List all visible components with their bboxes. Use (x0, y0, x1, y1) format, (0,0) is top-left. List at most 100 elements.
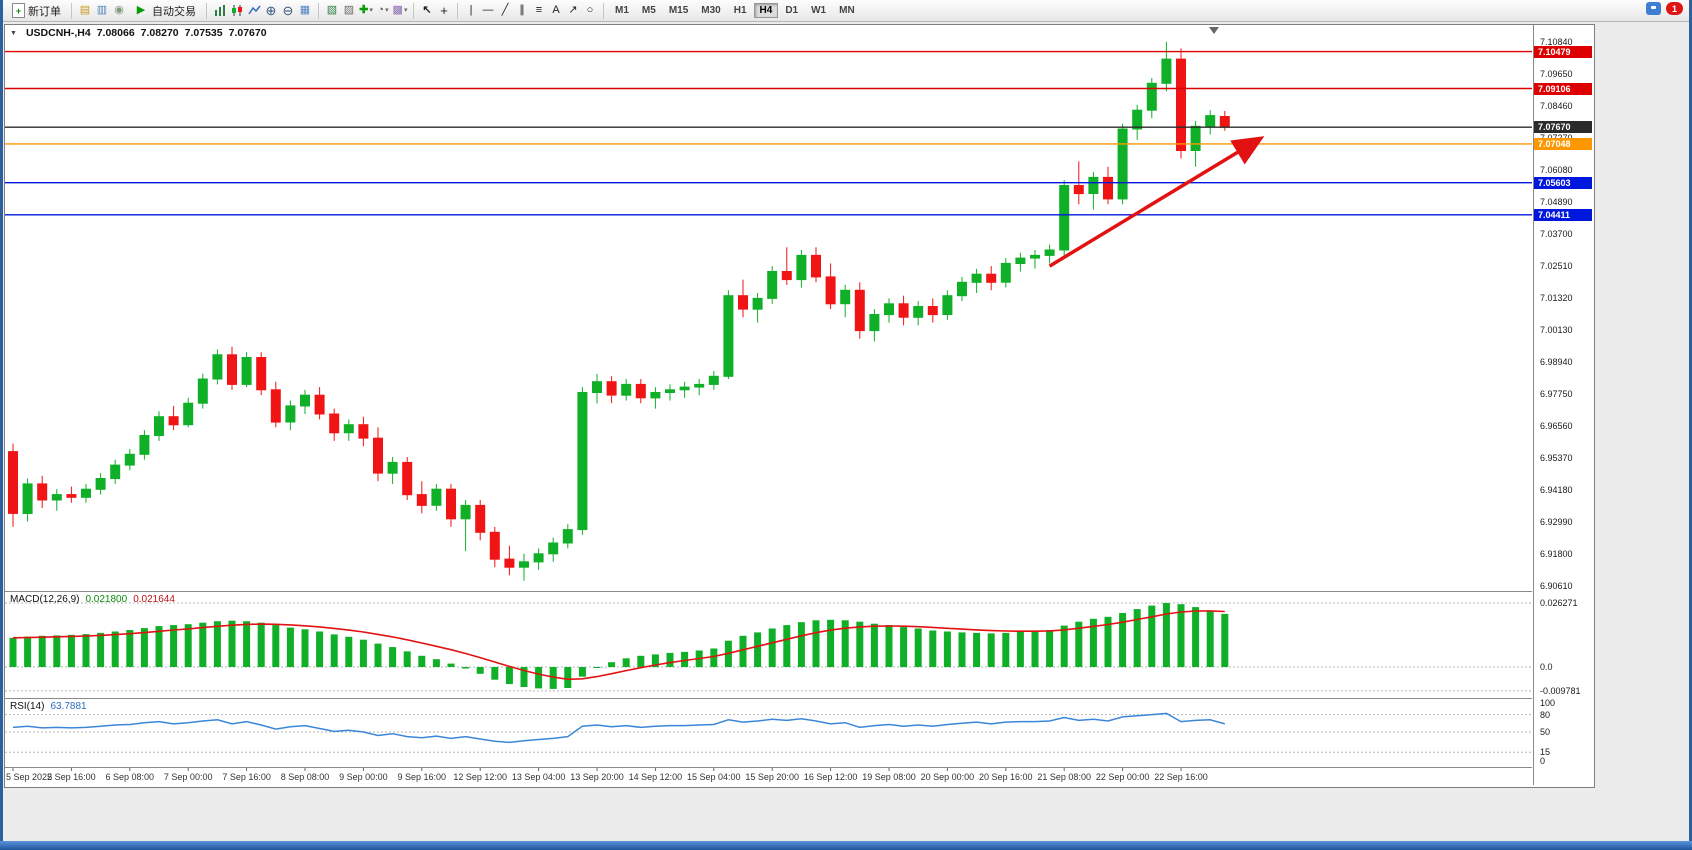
support-line-upper-tag[interactable]: 7.05603 (1534, 176, 1592, 189)
rsi-scale-tick: 50 (1540, 727, 1551, 737)
candle (957, 276, 967, 302)
channel-icon[interactable]: ∥ (519, 4, 525, 16)
data-window-icon[interactable]: ▥ (96, 4, 108, 16)
chart-shift-marker[interactable] (1209, 27, 1219, 34)
macd-histogram-bar (885, 625, 893, 667)
pane-separator[interactable] (5, 591, 1532, 592)
vertical-line-icon[interactable]: | (469, 4, 473, 16)
new-order-label: 新订单 (28, 5, 61, 18)
candle (1059, 180, 1070, 256)
zoom-out-icon[interactable]: ⊖ (282, 3, 294, 18)
crosshair-icon[interactable]: + (440, 3, 448, 18)
candle (1205, 110, 1216, 135)
candle (1030, 250, 1040, 269)
horizontal-line-icon[interactable]: — (482, 4, 494, 16)
macd-histogram-bar (666, 652, 674, 667)
cursor-icon[interactable]: ↖ (422, 4, 432, 16)
shapes-tool-icon[interactable]: ○ (586, 4, 594, 16)
timeframe-d1[interactable]: D1 (785, 5, 799, 16)
timeframe-mn[interactable]: MN (839, 5, 855, 16)
trendline-icon[interactable]: ╱ (501, 4, 509, 16)
candle (314, 387, 325, 420)
macd-histogram-bar (199, 622, 207, 667)
macd-name: MACD(12,26,9) (10, 594, 80, 605)
macd-histogram-bar (535, 667, 543, 689)
current-price-line-tag[interactable]: 7.07670 (1534, 121, 1592, 134)
time-label: 13 Sep 20:00 (570, 772, 624, 782)
candle (1044, 244, 1055, 264)
time-axis[interactable]: 5 Sep 2022 5 Sep 16:00 6 Sep 08:00 7 Sep 00… (5, 768, 1532, 785)
time-label: 19 Sep 08:00 (862, 772, 916, 782)
macd-chart[interactable] (5, 592, 1532, 698)
time-label: 15 Sep 20:00 (745, 772, 799, 782)
candle (1176, 48, 1186, 159)
support-line-lower-tag[interactable]: 7.04411 (1534, 208, 1592, 221)
one-click-trading-toggle[interactable]: ▼ (10, 29, 17, 37)
candlestick-chart-icon[interactable] (229, 3, 245, 18)
candle (650, 387, 661, 409)
text-tool-icon[interactable]: A (552, 4, 560, 16)
refresh-icon[interactable]: ◉ (114, 4, 124, 16)
time-label: 22 Sep 00:00 (1095, 772, 1150, 782)
candlestick-chart[interactable] (5, 25, 1532, 591)
resistance-line-upper-tag[interactable]: 7.10479 (1534, 45, 1592, 58)
rsi-chart[interactable] (5, 699, 1532, 767)
fibonacci-icon[interactable]: ≡ (535, 4, 543, 16)
timeframe-h1[interactable]: H1 (733, 5, 747, 16)
price-scale[interactable]: 7.10479 7.09106 7.07670 7.07048 7.05603 7.044… (1533, 25, 1594, 785)
auto-scroll-icon[interactable]: ▧ (326, 4, 338, 16)
templates-icon[interactable]: ▩ ▾ (392, 4, 408, 16)
price-tick: 7.08460 (1540, 100, 1573, 111)
timeframe-h4[interactable]: H4 (753, 3, 779, 18)
pivot-line-orange-tag[interactable]: 7.07048 (1534, 137, 1592, 150)
macd-histogram-bar (929, 630, 937, 667)
macd-histogram-bar (184, 624, 192, 668)
macd-histogram-bar (943, 631, 951, 668)
time-label: 7 Sep 00:00 (163, 772, 213, 782)
line-chart-icon[interactable] (246, 3, 262, 18)
new-order-button[interactable]: + 新订单 (7, 1, 66, 21)
macd-histogram-bar (97, 632, 105, 667)
candle (694, 379, 705, 396)
candle (606, 376, 617, 404)
macd-main-value: 0.021800 (85, 594, 128, 605)
macd-histogram-bar (170, 625, 178, 667)
timeframe-m1[interactable]: M1 (615, 5, 629, 16)
indicators-icon[interactable]: ✚ ▾ (359, 4, 373, 16)
candle (227, 346, 237, 390)
autotrading-button[interactable]: ▶ 自动交易 (128, 1, 201, 21)
macd-pane[interactable]: MACD(12,26,9) 0.021800 0.021644 (5, 592, 1532, 698)
candle (825, 263, 836, 310)
macd-histogram-bar (1046, 630, 1054, 667)
pane-separator[interactable] (5, 698, 1532, 699)
messages-icon[interactable] (1646, 2, 1661, 15)
resistance-line-lower-tag[interactable]: 7.09106 (1534, 82, 1592, 95)
timeframe-w1[interactable]: W1 (811, 5, 827, 16)
bar-chart-icon[interactable] (212, 3, 228, 18)
candle (37, 475, 48, 509)
macd-histogram-bar (1206, 610, 1214, 667)
candle (343, 419, 354, 441)
macd-histogram-bar (520, 667, 528, 687)
macd-scale-tick: 0.0 (1540, 662, 1553, 673)
notification-badge[interactable]: 1 (1666, 2, 1683, 15)
arrows-tool-icon[interactable]: ↗ (568, 4, 578, 16)
main-price-pane[interactable]: ▼ USDCNH-,H4 7.08066 7.08270 7.07535 7.0… (5, 25, 1532, 591)
tile-windows-icon[interactable]: ▦ (299, 4, 311, 16)
price-tick: 6.96560 (1540, 420, 1573, 431)
chart-shift-icon[interactable]: ▨ (343, 4, 355, 16)
price-tick: 6.95370 (1540, 452, 1573, 463)
candle (66, 486, 77, 503)
timeframe-m5[interactable]: M5 (641, 5, 656, 16)
rsi-pane[interactable]: RSI(14) 63.7881 (5, 699, 1532, 767)
timeframe-m15[interactable]: M15 (668, 5, 689, 16)
periods-icon[interactable]: ◔ ▾ (377, 4, 389, 16)
trend-arrow[interactable] (1048, 136, 1265, 268)
timeframe-m30[interactable]: M30 (701, 5, 721, 16)
pane-separator (5, 767, 1532, 768)
market-watch-icon[interactable]: ▤ (79, 4, 91, 16)
zoom-in-icon[interactable]: ⊕ (265, 3, 277, 18)
chart-title: ▼ USDCNH-,H4 7.08066 7.08270 7.07535 7.0… (10, 27, 267, 39)
window-frame-left (0, 0, 3, 850)
macd-histogram-bar (316, 631, 324, 668)
